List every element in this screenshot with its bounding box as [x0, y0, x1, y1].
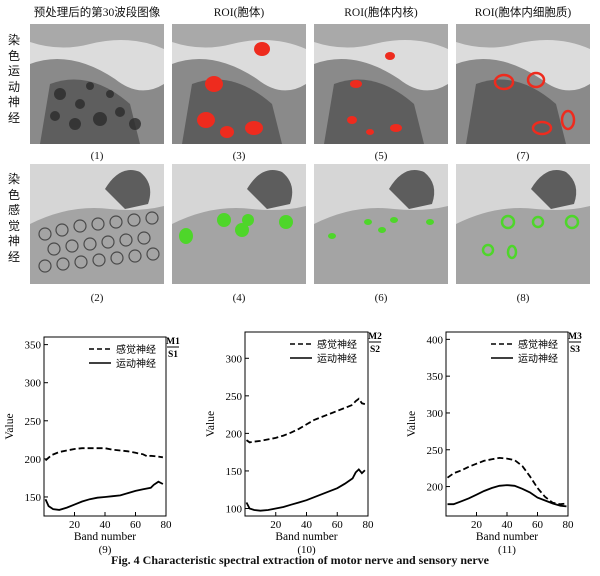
roi-nucleus-markers	[328, 217, 434, 239]
micrograph-image	[314, 164, 448, 284]
legend-label: 运动神经	[518, 352, 558, 365]
series-motor-line	[447, 484, 567, 508]
corner-tag-top: M2	[368, 332, 382, 342]
y-axis-label: Value	[205, 411, 217, 437]
chart-panel-label: (9)	[99, 544, 112, 556]
y-tick-label: 300	[427, 408, 444, 420]
micrograph-sensory-original	[30, 164, 164, 284]
micrograph-sensory-roi-soma	[172, 164, 306, 284]
chart-3: 200 250 300 350 400 20 40 60 80 Band number Value (…	[406, 331, 582, 556]
chart-panel-label: (10)	[297, 544, 316, 556]
y-axis-label: Value	[4, 413, 16, 439]
row-label-sensory: 染色感觉神经	[7, 172, 20, 264]
x-tick-label: 60	[332, 519, 344, 531]
y-tick-label: 400	[427, 334, 444, 346]
x-tick-label: 80	[161, 519, 173, 531]
column-title-original: 预处理后的第30波段图像	[33, 7, 161, 19]
micrograph-image	[30, 164, 164, 284]
figure-caption: Fig. 4 Characteristic spectral extractio…	[110, 553, 489, 567]
legend-label: 感觉神经	[116, 343, 156, 356]
y-tick-label: 350	[25, 340, 42, 352]
legend-label: 感觉神经	[518, 338, 558, 351]
column-title-roi-soma: ROI(胞体)	[213, 7, 265, 19]
roi-nucleus-markers	[347, 52, 402, 135]
x-tick-label: 80	[563, 519, 575, 531]
roi-cytoplasm-markers	[481, 214, 580, 260]
corner-tag-bottom: S2	[370, 345, 380, 355]
panel-label-6: (6)	[374, 292, 388, 304]
x-tick-label: 40	[301, 519, 313, 531]
x-axis-label: Band number	[275, 531, 337, 543]
series-motor-line	[44, 480, 164, 511]
panel-label-5: (5)	[374, 150, 388, 162]
y-tick-label: 300	[25, 378, 42, 390]
micrograph-image	[172, 24, 306, 144]
y-tick-label: 100	[226, 503, 243, 515]
micrograph-sensory-roi-nucleus	[314, 164, 448, 284]
x-tick-label: 20	[270, 519, 282, 531]
panel-label-4: (4)	[232, 292, 246, 304]
y-tick-label: 200	[427, 482, 444, 494]
micrograph-motor-original	[30, 24, 164, 144]
legend-label: 运动神经	[317, 352, 357, 365]
x-axis-label: Band number	[476, 531, 538, 543]
roi-soma-markers	[179, 213, 293, 244]
roi-cytoplasm-markers	[493, 71, 576, 136]
micrograph-image	[314, 24, 448, 144]
panel-label-8: (8)	[516, 292, 530, 304]
y-tick-label: 200	[226, 428, 243, 440]
row-label-motor: 染色运动神经	[7, 33, 20, 125]
column-title-roi-nucleus: ROI(胞体内核)	[344, 7, 418, 19]
x-tick-label: 40	[502, 519, 514, 531]
micrograph-motor-roi-soma	[172, 24, 306, 144]
y-tick-label: 350	[427, 371, 444, 383]
chart-2: 100 150 200 250 300 20 40 60 80 Band number Value (…	[205, 331, 382, 556]
micrograph-image	[456, 164, 590, 284]
y-tick-label: 250	[226, 391, 243, 403]
x-tick-label: 60	[532, 519, 544, 531]
micrograph-sensory-roi-cytoplasm	[456, 164, 590, 284]
legend-label: 运动神经	[116, 357, 156, 370]
y-tick-label: 150	[226, 466, 243, 478]
y-tick-label: 250	[25, 416, 42, 428]
series-sensory-line	[446, 456, 567, 506]
y-tick-label: 200	[25, 454, 42, 466]
series-sensory-line	[44, 447, 164, 462]
micrograph-motor-roi-nucleus	[314, 24, 448, 144]
y-axis-label: Value	[406, 411, 418, 437]
x-tick-label: 60	[130, 519, 142, 531]
micrograph-image	[30, 24, 164, 144]
corner-tag-top: M1	[166, 337, 180, 347]
corner-tag-bottom: S1	[168, 350, 178, 360]
corner-tag-top: M3	[568, 332, 582, 342]
chart-1: 150 200 250 300 350 20 40 60 80 Band number Value (…	[4, 336, 180, 556]
roi-soma-markers	[197, 42, 270, 138]
x-tick-label: 20	[471, 519, 483, 531]
chart-panel-label: (11)	[498, 544, 516, 556]
x-axis-label: Band number	[74, 531, 136, 543]
x-tick-label: 20	[69, 519, 81, 531]
micrograph-motor-roi-cytoplasm	[456, 24, 590, 144]
micrograph-image	[456, 24, 590, 144]
series-sensory-line	[245, 397, 366, 444]
corner-tag-bottom: S3	[570, 345, 580, 355]
x-tick-label: 80	[363, 519, 375, 531]
x-tick-label: 40	[100, 519, 112, 531]
panel-label-1: (1)	[90, 150, 104, 162]
micrograph-image	[172, 164, 306, 284]
series-motor-line	[245, 468, 366, 512]
legend-label: 感觉神经	[317, 338, 357, 351]
panel-label-7: (7)	[516, 150, 530, 162]
panel-label-3: (3)	[232, 150, 246, 162]
column-title-roi-cytoplasm: ROI(胞体内细胞质)	[474, 7, 572, 19]
y-tick-label: 250	[427, 445, 444, 457]
panel-label-2: (2)	[90, 292, 104, 304]
y-tick-label: 150	[25, 492, 42, 504]
y-tick-label: 300	[226, 353, 243, 365]
